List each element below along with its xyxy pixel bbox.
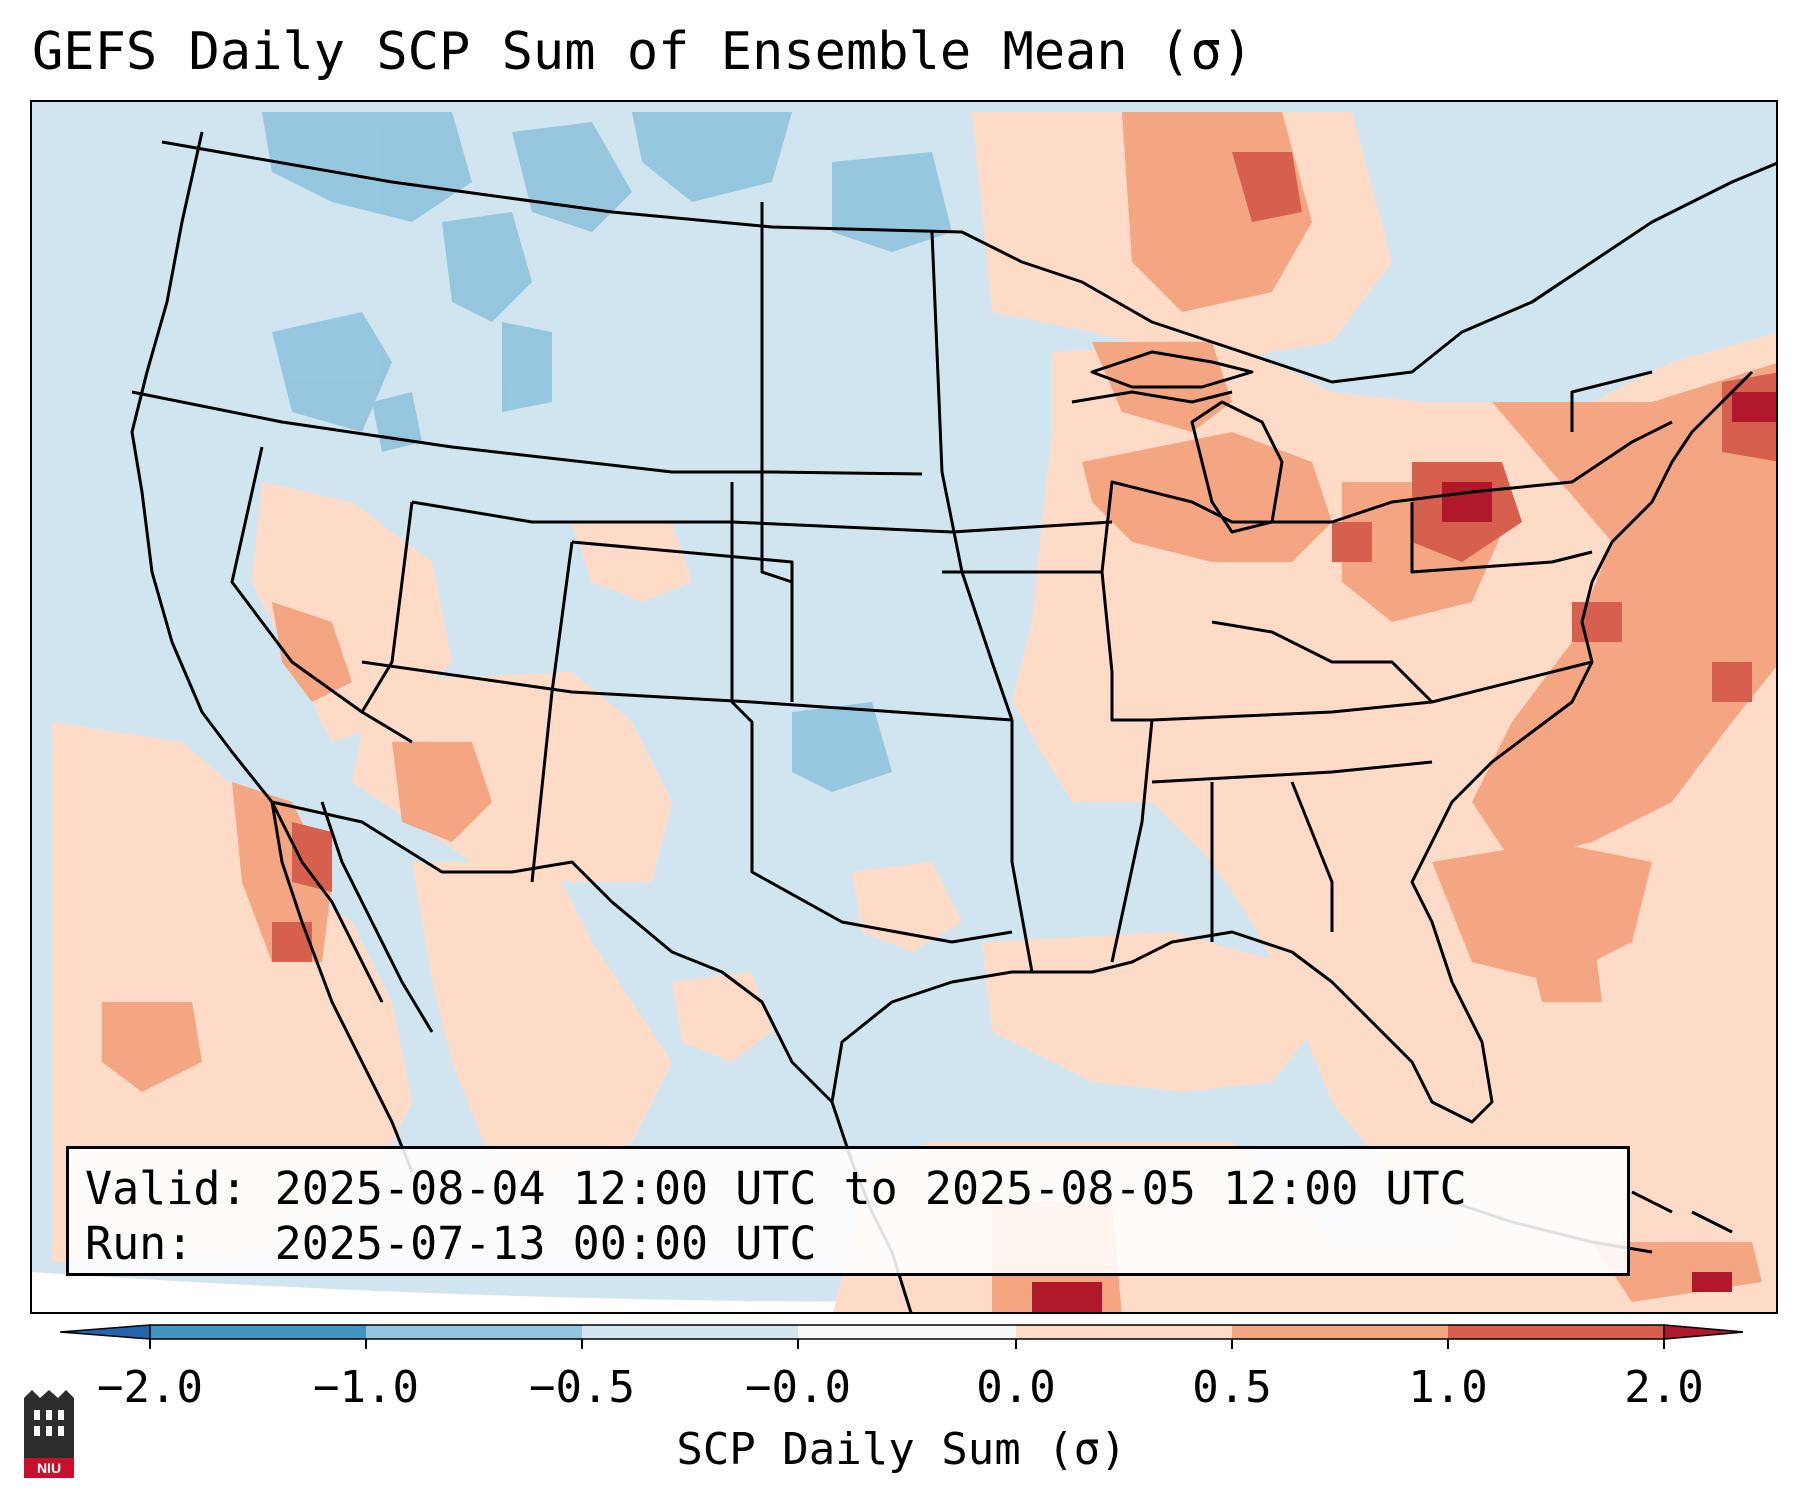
valid-time-text: Valid: 2025-08-04 12:00 UTC to 2025-08-0… [85, 1162, 1467, 1215]
map-panel [30, 100, 1778, 1314]
baja-california [270, 801, 414, 1173]
state-line-plains-1 [730, 482, 1013, 944]
gulf-of-california [320, 801, 434, 1033]
colorbar-outline [149, 1324, 1665, 1340]
state-line-central-2 [360, 501, 414, 713]
state-line-ne-2 [1570, 370, 1653, 432]
colorbar-tick-label: −1.0 [313, 1362, 419, 1413]
moderate-positive-anomaly-regions [102, 112, 1776, 1312]
negative-anomaly-regions [62, 112, 952, 862]
colorbar-tick-label: 0.5 [1192, 1362, 1272, 1413]
boundary-lines [130, 131, 1776, 1312]
us-mexico-border [271, 800, 834, 1104]
state-line-michigan-up [1071, 390, 1233, 404]
colorbar-segment [1016, 1325, 1232, 1339]
niu-logo: NIU [24, 1390, 74, 1478]
colorbar-segment [798, 1325, 1016, 1339]
map-title: GEFS Daily SCP Sum of Ensemble Mean (σ) [32, 22, 1253, 82]
colorbar-label: SCP Daily Sum (σ) [676, 1424, 1127, 1475]
colorbar-tick-label: 0.0 [976, 1362, 1056, 1413]
colorbar-segment [366, 1325, 582, 1339]
info-box: Valid: 2025-08-04 12:00 UTC to 2025-08-0… [66, 1146, 1630, 1276]
state-line-great-lakes [1100, 480, 1473, 573]
gulf-coast [830, 370, 1754, 1124]
state-line-midwest-2 [1010, 720, 1034, 973]
colorbar-extend-high [1663, 1324, 1743, 1340]
lake-superior [1090, 350, 1254, 389]
st-lawrence [1531, 162, 1776, 304]
colorbar-tick-label: −0.0 [745, 1362, 851, 1413]
state-line-south-2 [1151, 760, 1433, 784]
colorbar-segment [150, 1325, 366, 1339]
colorbar-tick-label: −2.0 [97, 1362, 203, 1413]
colorbar [60, 1324, 1743, 1349]
state-line-south-1 [1110, 719, 1154, 963]
state-line-pa [1410, 502, 1593, 574]
colorbar-segment [1232, 1325, 1448, 1339]
state-line-central-1 [230, 446, 413, 744]
state-line-midwest [942, 570, 1593, 722]
state-line-michigan [1190, 400, 1284, 534]
canada-us-border [161, 140, 1563, 384]
state-line-four-corners [361, 660, 1013, 722]
colorbar-tick-label: −0.5 [529, 1362, 635, 1413]
state-line-south-4 [1290, 781, 1334, 932]
colorbar-extend-low [60, 1324, 151, 1340]
state-line-ohio-valley [1211, 620, 1434, 704]
colorbar-segment [582, 1325, 798, 1339]
state-line-northern-1 [131, 390, 923, 476]
map-canvas [32, 112, 1776, 1312]
state-line-plains-2 [760, 202, 793, 584]
colorbar-tick-label: 1.0 [1408, 1362, 1488, 1413]
colorbar-segment [1448, 1325, 1664, 1339]
run-time-text: Run: 2025-07-13 00:00 UTC [85, 1217, 817, 1270]
extreme-positive-anomaly-regions [1032, 392, 1776, 1312]
logo-text: NIU [37, 1460, 61, 1476]
west-coast [130, 131, 384, 1003]
state-line-ne-1 [1471, 420, 1673, 494]
state-line-utah-col [530, 541, 574, 883]
colorbar-tick-label: 2.0 [1624, 1362, 1704, 1413]
state-line-col-west [571, 540, 794, 702]
